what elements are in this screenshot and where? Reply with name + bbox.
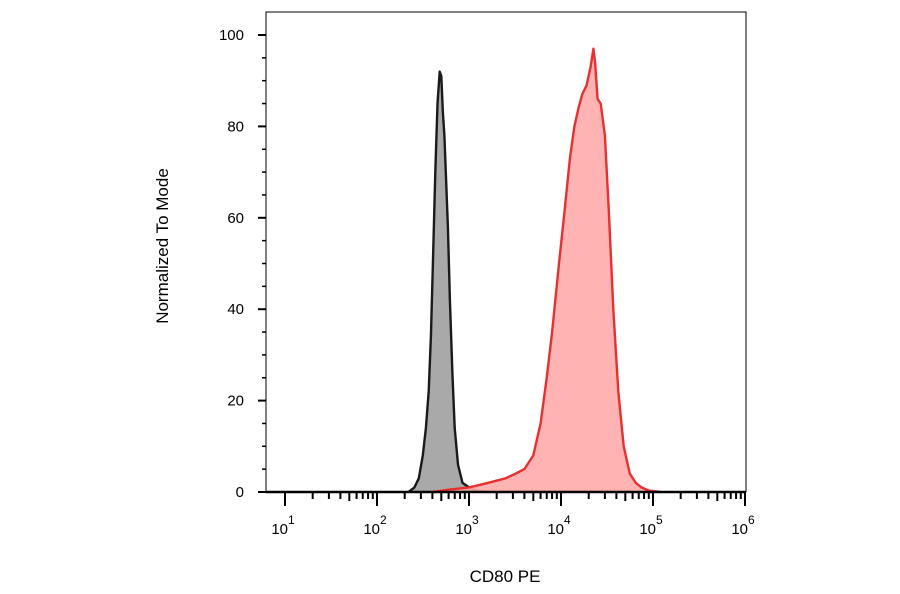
x-tick-base: 10 — [547, 521, 564, 538]
series-layer — [407, 47, 661, 494]
series-1-area — [408, 71, 486, 492]
series-1-line — [407, 70, 486, 494]
y-tick-label: 40 — [227, 301, 244, 318]
x-tick-label: 102 — [363, 513, 387, 538]
x-tick-label: 104 — [547, 513, 571, 538]
y-tick-label: 60 — [227, 210, 244, 227]
x-axis-title: CD80 PE — [470, 567, 541, 586]
series-2-area — [432, 48, 661, 492]
x-tick-base: 10 — [363, 521, 380, 538]
x-tick-exponent: 3 — [472, 513, 479, 527]
x-tick-exponent: 6 — [748, 513, 755, 527]
x-tick-exponent: 4 — [564, 513, 571, 527]
y-tick-label: 80 — [227, 118, 244, 135]
x-tick-base: 10 — [271, 521, 288, 538]
plot-frame — [265, 11, 747, 493]
x-tick-exponent: 2 — [380, 513, 387, 527]
y-axis-title: Normalized To Mode — [153, 168, 172, 324]
x-tick-exponent: 5 — [656, 513, 663, 527]
x-tick-label: 105 — [639, 513, 663, 538]
y-tick-label: 0 — [236, 484, 244, 501]
y-tick-label: 20 — [227, 393, 244, 410]
x-tick-base: 10 — [731, 521, 748, 538]
x-tick-label: 103 — [455, 513, 479, 538]
x-tick-base: 10 — [455, 521, 472, 538]
x-tick-exponent: 1 — [288, 513, 295, 527]
x-tick-label: 106 — [731, 513, 755, 538]
x-tick-base: 10 — [639, 521, 656, 538]
x-tick-label: 101 — [271, 513, 295, 538]
y-tick-label: 100 — [219, 27, 244, 44]
series-2-line — [432, 47, 661, 494]
